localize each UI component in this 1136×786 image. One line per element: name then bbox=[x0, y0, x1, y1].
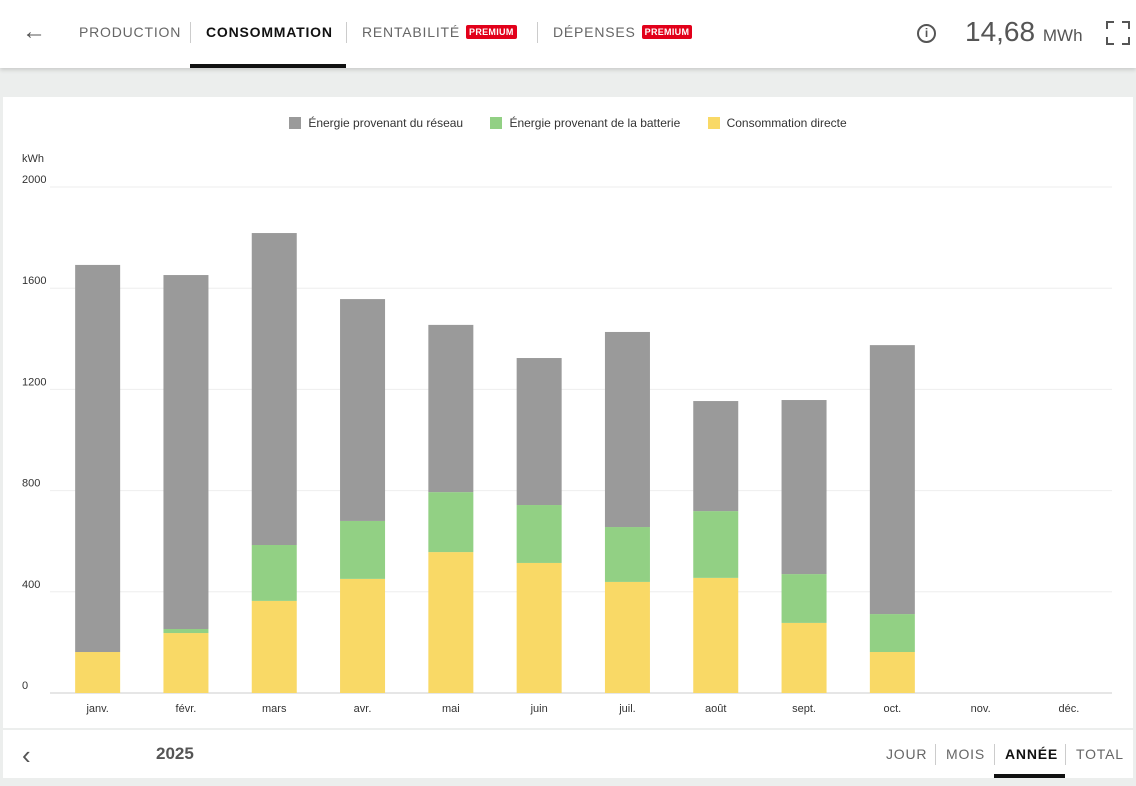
bar-segment[interactable] bbox=[516, 562, 562, 693]
period-mois[interactable]: MOIS bbox=[946, 746, 985, 762]
tab-depenses[interactable]: Dépenses PREMIUM bbox=[553, 24, 693, 40]
tab-production[interactable]: Production bbox=[79, 24, 182, 40]
total-energy: 14,68 MWh bbox=[965, 16, 1083, 48]
y-tick-label: 0 bbox=[22, 680, 28, 692]
legend-item-direct[interactable]: Consommation directe bbox=[707, 116, 847, 130]
premium-badge: PREMIUM bbox=[466, 25, 517, 39]
bar-segment[interactable] bbox=[604, 527, 650, 582]
info-icon[interactable]: i bbox=[917, 24, 936, 43]
previous-year-icon[interactable]: ‹ bbox=[22, 740, 31, 770]
legend-label: Énergie provenant du réseau bbox=[308, 116, 464, 130]
legend-label: Énergie provenant de la batterie bbox=[509, 116, 681, 130]
active-period-indicator bbox=[994, 774, 1065, 778]
tab-label: Rentabilité bbox=[362, 24, 461, 40]
bar-segment[interactable] bbox=[428, 324, 474, 493]
bar-segment[interactable] bbox=[163, 275, 209, 629]
divider bbox=[1065, 744, 1066, 765]
bar-segment[interactable] bbox=[516, 358, 562, 506]
x-tick-label: avr. bbox=[354, 703, 372, 715]
legend-swatch bbox=[289, 117, 302, 129]
x-tick-label: mars bbox=[262, 703, 287, 715]
bar-segment[interactable] bbox=[781, 400, 827, 575]
bar-segment[interactable] bbox=[340, 520, 386, 579]
bar-segment[interactable] bbox=[869, 652, 915, 693]
tab-consommation[interactable]: Consommation bbox=[206, 24, 333, 40]
bar-segment[interactable] bbox=[75, 652, 121, 693]
bar-segment[interactable] bbox=[251, 600, 297, 693]
divider bbox=[935, 744, 936, 765]
bar-segment[interactable] bbox=[251, 233, 297, 545]
legend-item-battery[interactable]: Énergie provenant de la batterie bbox=[490, 116, 680, 130]
legend-swatch bbox=[490, 117, 503, 129]
tab-label: Dépenses bbox=[553, 24, 636, 40]
period-total[interactable]: TOTAL bbox=[1076, 746, 1124, 762]
total-unit: MWh bbox=[1042, 26, 1083, 45]
bar-segment[interactable] bbox=[428, 492, 474, 553]
header bbox=[0, 0, 1136, 68]
bar-segment[interactable] bbox=[869, 614, 915, 653]
legend-swatch bbox=[707, 117, 720, 129]
divider bbox=[994, 744, 995, 765]
y-tick-label: 1600 bbox=[22, 275, 46, 287]
y-tick-label: 2000 bbox=[22, 174, 46, 186]
bar-segment[interactable] bbox=[693, 577, 739, 693]
x-tick-label: janv. bbox=[85, 703, 108, 715]
bar-segment[interactable] bbox=[428, 552, 474, 693]
divider bbox=[537, 22, 538, 43]
x-tick-label: mai bbox=[442, 703, 460, 715]
bar-segment[interactable] bbox=[516, 505, 562, 563]
x-tick-label: août bbox=[705, 703, 726, 715]
period-annee[interactable]: ANNÉE bbox=[1005, 746, 1059, 762]
bar-segment[interactable] bbox=[781, 622, 827, 693]
x-tick-label: nov. bbox=[971, 703, 991, 715]
bar-segment[interactable] bbox=[693, 511, 739, 578]
bar-segment[interactable] bbox=[251, 544, 297, 601]
tab-rentabilite[interactable]: Rentabilité PREMIUM bbox=[362, 24, 517, 40]
back-arrow-icon[interactable]: ← bbox=[22, 18, 46, 45]
chart-legend: Énergie provenant du réseau Énergie prov… bbox=[0, 116, 1136, 130]
x-tick-label: févr. bbox=[176, 703, 197, 715]
bar-segment[interactable] bbox=[340, 299, 386, 521]
bar-segment[interactable] bbox=[693, 401, 739, 512]
bar-segment[interactable] bbox=[604, 581, 650, 693]
bar-segment[interactable] bbox=[75, 264, 121, 653]
period-jour[interactable]: JOUR bbox=[886, 746, 928, 762]
consumption-chart: kWh 0 400 800 1200 1600 2000 janv. févr. mars avr.… bbox=[22, 153, 1112, 715]
divider bbox=[346, 22, 347, 43]
y-tick-label: 400 bbox=[22, 579, 40, 591]
legend-label: Consommation directe bbox=[726, 116, 847, 130]
fullscreen-icon[interactable] bbox=[1106, 21, 1130, 45]
premium-badge: PREMIUM bbox=[641, 25, 693, 39]
year-label: 2025 bbox=[156, 744, 194, 763]
x-tick-label: déc. bbox=[1059, 703, 1080, 715]
y-tick-label: 800 bbox=[22, 478, 40, 490]
bar-segment[interactable] bbox=[340, 578, 386, 693]
y-axis-label: kWh bbox=[22, 153, 44, 165]
bar-segment[interactable] bbox=[781, 574, 827, 623]
x-tick-label: oct. bbox=[883, 703, 901, 715]
bar-segment[interactable] bbox=[604, 331, 650, 528]
x-tick-label: juil. bbox=[618, 703, 636, 715]
legend-item-grid[interactable]: Énergie provenant du réseau bbox=[289, 116, 463, 130]
active-tab-indicator bbox=[190, 64, 346, 68]
y-tick-label: 1200 bbox=[22, 376, 46, 388]
total-value: 14,68 bbox=[965, 16, 1036, 47]
footer-bar bbox=[3, 730, 1133, 778]
bar-segment[interactable] bbox=[163, 633, 209, 693]
bar-segment[interactable] bbox=[163, 628, 209, 634]
bar-segment[interactable] bbox=[869, 345, 915, 615]
x-tick-label: sept. bbox=[792, 703, 816, 715]
divider bbox=[190, 22, 191, 43]
x-tick-label: juin bbox=[530, 703, 548, 715]
